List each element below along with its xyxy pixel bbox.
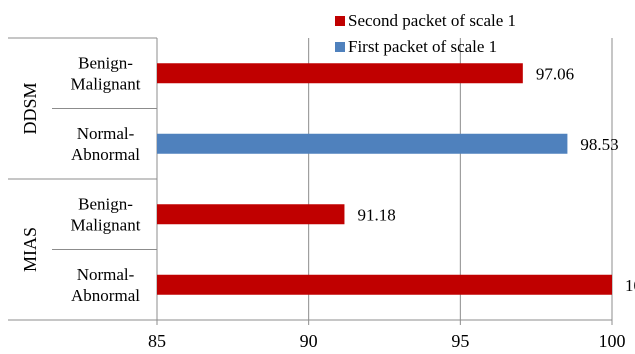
data-label: 91.18 [357,205,395,224]
category-label: Malignant [71,215,141,234]
group-label: DDSM [20,82,40,134]
tick-label: 100 [599,331,626,351]
legend-swatch [335,42,345,52]
bar [157,63,523,84]
legend-label: First packet of scale 1 [348,37,497,56]
bar [157,274,612,295]
bar [157,204,345,225]
category-label: Abnormal [71,286,140,305]
legend-swatch [335,16,345,26]
legend-label: Second packet of scale 1 [348,11,516,30]
group-label: MIAS [20,227,40,272]
category-label: Abnormal [71,145,140,164]
tick-label: 85 [148,331,166,351]
data-label: 97.06 [536,64,574,83]
category-label: Benign- [78,194,133,213]
category-label: Normal- [77,124,135,143]
tick-label: 95 [451,331,469,351]
tick-label: 90 [300,331,318,351]
category-label: Malignant [71,74,141,93]
data-label: 98.53 [580,135,618,154]
data-label: 100 [625,276,635,295]
category-label: Normal- [77,265,135,284]
bar [157,133,568,154]
category-label: Benign- [78,53,133,72]
